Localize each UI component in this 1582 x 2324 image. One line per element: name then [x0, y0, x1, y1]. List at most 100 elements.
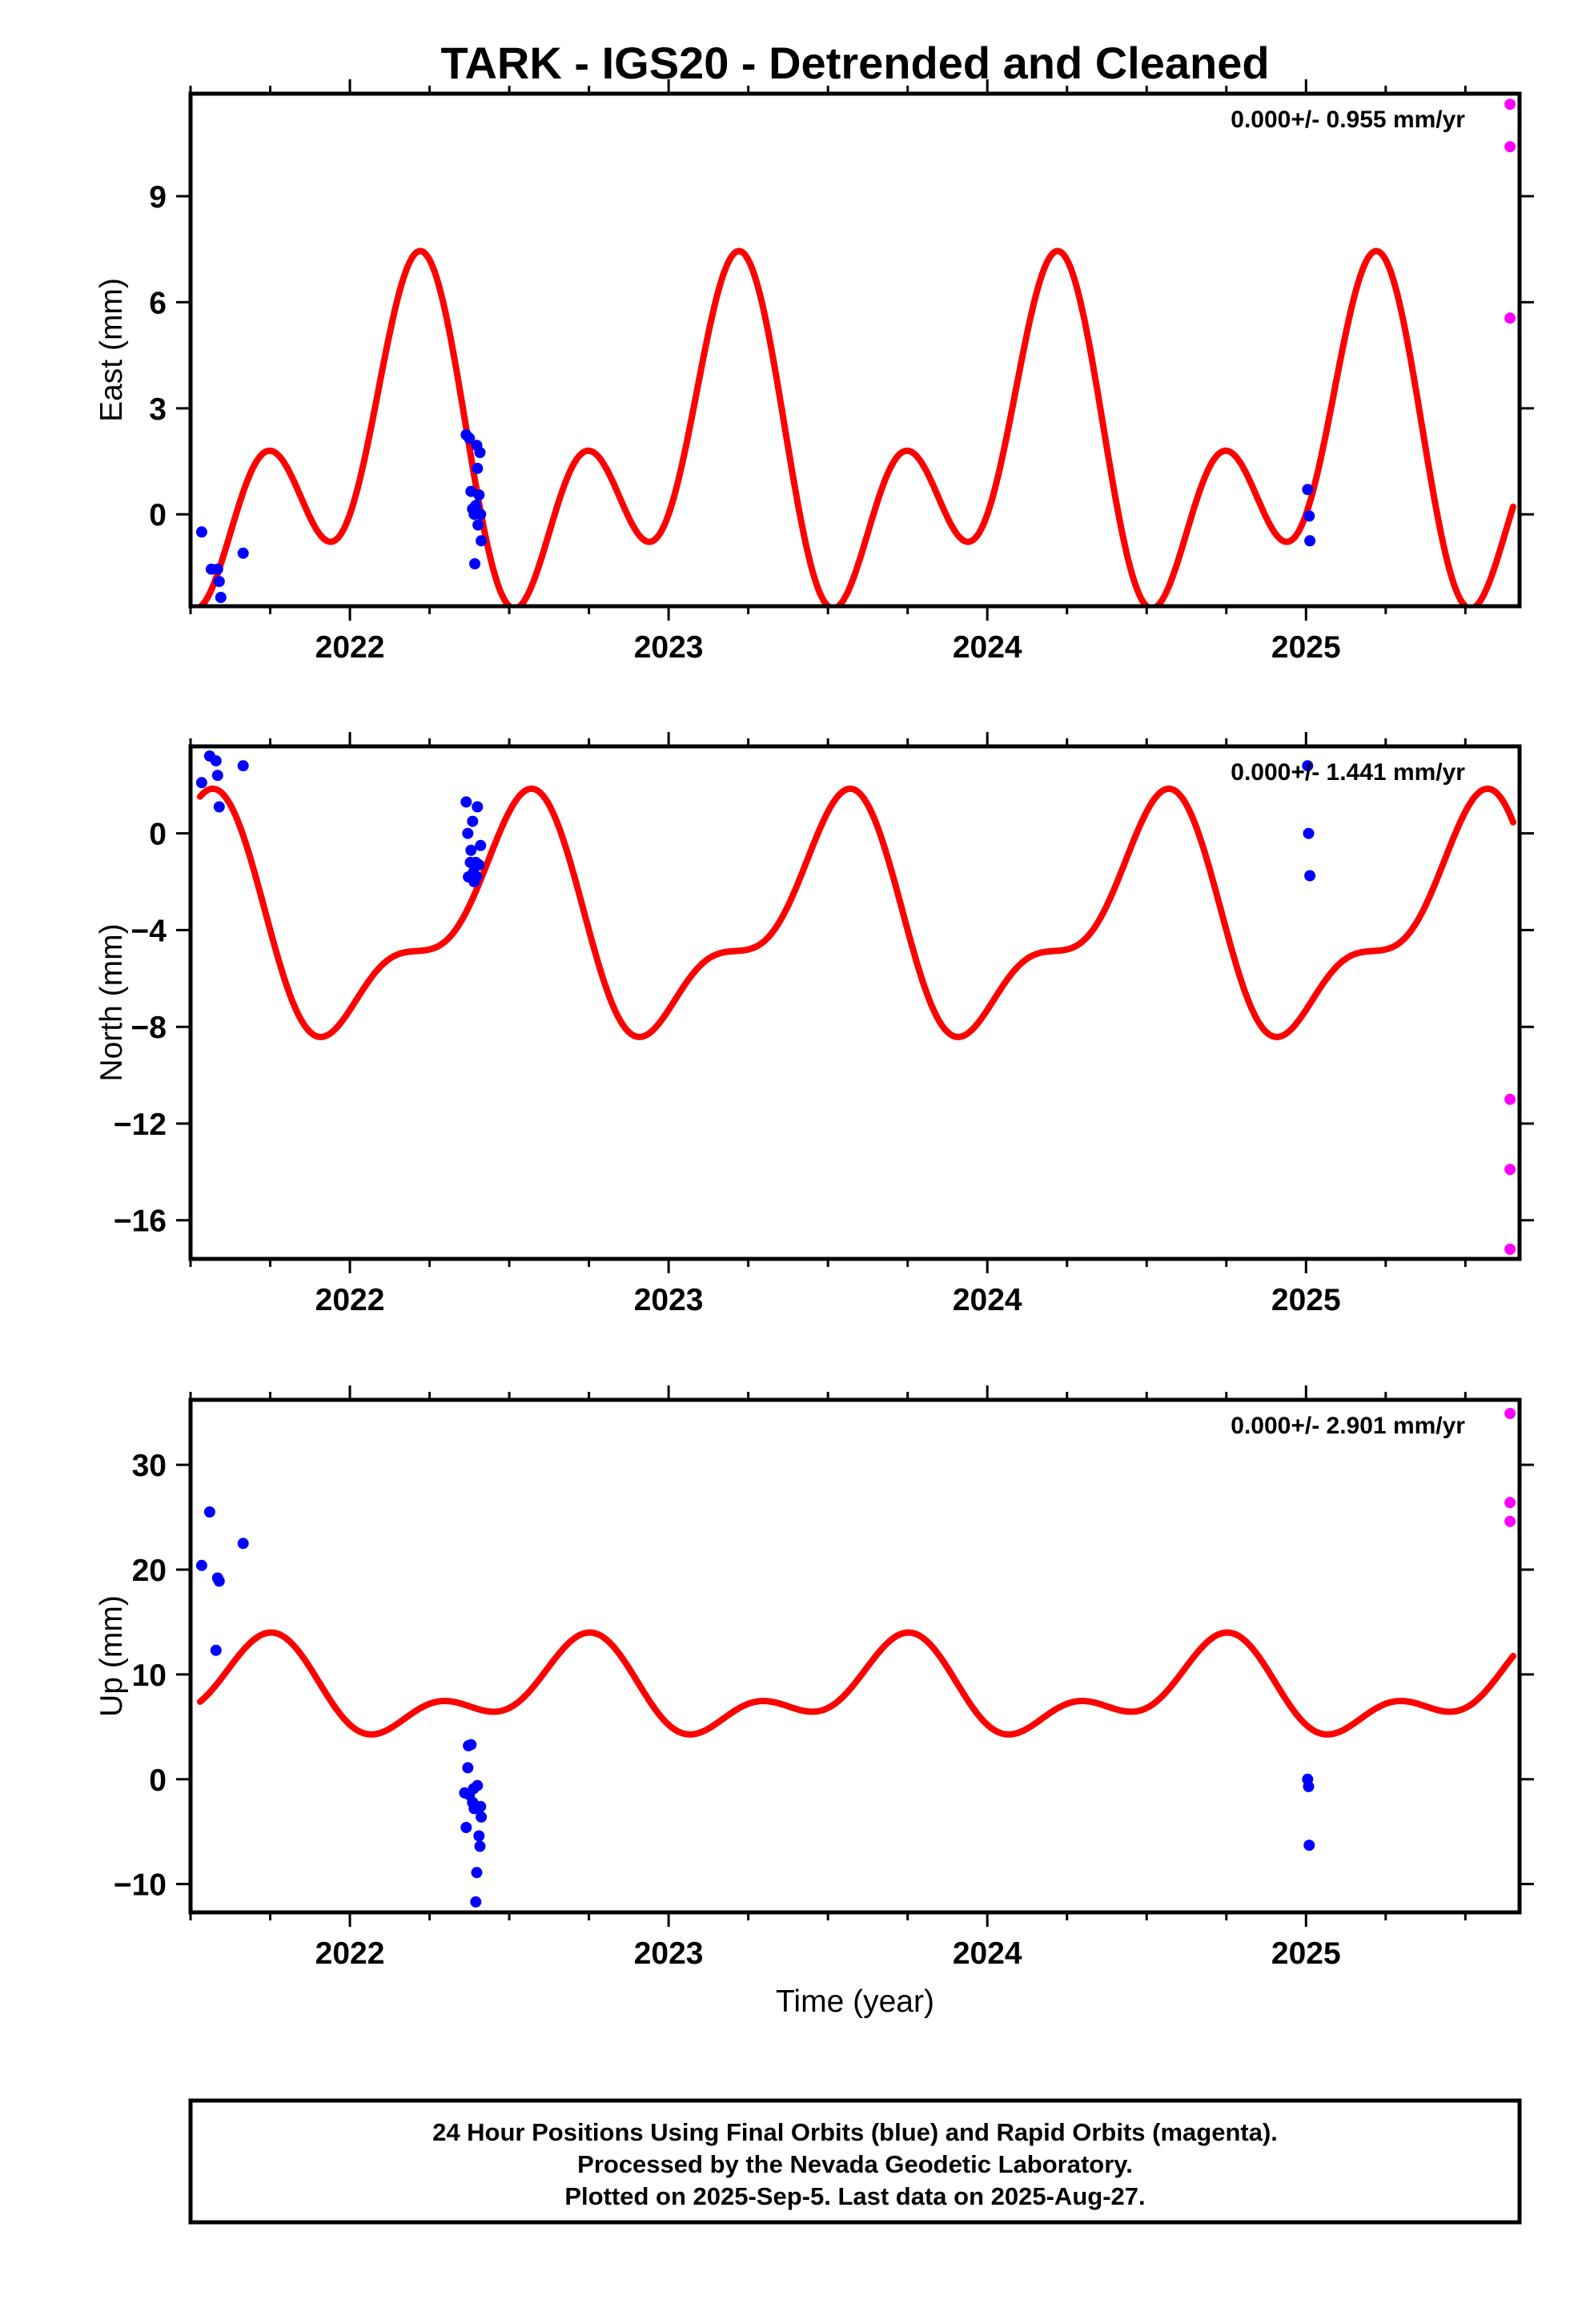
up-final-point-20 — [475, 1800, 487, 1812]
north-y-axis-label: North (mm) — [94, 923, 129, 1081]
up-y-tick-label: 0 — [149, 1763, 167, 1798]
east-x-tick-label: 2022 — [315, 630, 385, 665]
up-x-tick-label: 2025 — [1271, 1936, 1341, 1971]
north-final-point-11 — [467, 815, 479, 827]
east-final-point-5 — [237, 547, 249, 559]
up-final-point-15 — [470, 1896, 482, 1908]
up-final-point-4 — [213, 1575, 225, 1587]
north-y-tick-label: 0 — [149, 818, 167, 852]
up-x-tick-label: 2022 — [315, 1936, 385, 1971]
north-final-point-4 — [213, 801, 225, 813]
footer-line-orbits: 24 Hour Positions Using Final Orbits (bl… — [432, 2118, 1278, 2146]
up-final-point-1 — [203, 1506, 215, 1518]
east-x-tick-label: 2023 — [634, 630, 704, 665]
north-final-point-16 — [472, 801, 484, 813]
figure-title: TARK - IGS20 - Detrended and Cleaned — [440, 38, 1269, 88]
up-rapid-point-0 — [1504, 1408, 1516, 1419]
up-y-axis-label: Up (mm) — [94, 1595, 129, 1717]
east-final-point-17 — [474, 447, 486, 458]
east-final-point-18 — [475, 509, 487, 521]
north-final-point-21 — [1304, 870, 1316, 882]
north-final-point-2 — [210, 755, 222, 767]
east-y-axis-label: East (mm) — [94, 278, 129, 422]
up-final-point-17 — [472, 1779, 484, 1791]
east-rate-label: 0.000+/- 0.955 mm/yr — [1231, 107, 1465, 133]
east-y-tick-label: 0 — [149, 498, 167, 533]
east-final-point-22 — [1304, 535, 1316, 547]
footer-line-processed: Processed by the Nevada Geodetic Laborat… — [577, 2150, 1133, 2178]
east-final-point-3 — [213, 576, 225, 588]
east-final-point-12 — [470, 500, 482, 512]
east-final-point-21 — [1303, 510, 1315, 522]
up-model-curve — [196, 1629, 1516, 1738]
up-rate-label: 0.000+/- 2.901 mm/yr — [1231, 1413, 1465, 1439]
up-panel: 2022 2023 2024 2025 −10 0 10 20 30 Up (mm) 0.000+/… — [94, 1385, 1534, 2019]
east-y-tick-label: 6 — [149, 286, 167, 320]
up-y-tick-label: −10 — [114, 1868, 167, 1903]
east-final-point-19 — [476, 535, 488, 547]
up-y-tick-label: 30 — [132, 1449, 167, 1483]
east-final-point-7 — [464, 432, 476, 444]
east-model-curve — [197, 247, 1516, 606]
east-final-point-16 — [473, 489, 485, 501]
up-plot-frame — [188, 1397, 1522, 1915]
footer-border — [188, 2098, 1522, 2225]
up-final-point-21 — [476, 1811, 488, 1823]
north-model-curve — [196, 785, 1516, 1040]
up-final-point-18 — [473, 1830, 485, 1842]
east-final-point-20 — [1302, 484, 1314, 496]
north-final-point-0 — [195, 777, 207, 789]
up-rapid-point-1 — [1504, 1497, 1516, 1509]
north-y-tick-label: −4 — [131, 914, 167, 948]
east-plot-frame — [188, 91, 1522, 609]
up-x-tick-label: 2024 — [953, 1936, 1022, 1971]
up-final-point-23 — [1303, 1780, 1315, 1792]
north-final-point-7 — [462, 827, 474, 839]
up-final-point-16 — [471, 1867, 483, 1879]
east-y-tick-label: 3 — [149, 392, 167, 427]
north-final-point-3 — [211, 770, 223, 782]
up-y-tick-label: 10 — [132, 1659, 167, 1693]
north-x-tick-label: 2022 — [315, 1283, 385, 1317]
east-final-point-14 — [472, 462, 484, 474]
east-rapid-point-2 — [1504, 312, 1516, 324]
north-x-tick-label: 2025 — [1271, 1283, 1341, 1317]
north-rate-label: 0.000+/- 1.441 mm/yr — [1231, 759, 1465, 786]
north-panel: 2022 2023 2024 2025 0 −4 −8 −12 −16 North (mm) 0.0… — [94, 732, 1534, 1317]
north-y-tick-label: −16 — [114, 1204, 167, 1239]
east-y-tick-label: 9 — [149, 180, 167, 215]
up-x-tick-label: 2023 — [634, 1936, 704, 1971]
up-final-point-8 — [462, 1762, 474, 1774]
east-final-point-2 — [211, 563, 223, 575]
up-final-point-7 — [460, 1822, 472, 1833]
east-final-point-4 — [215, 592, 227, 603]
east-panel: 2022 2023 2024 2025 0 3 6 9 East (mm) 0.000+/- 0.… — [94, 79, 1534, 665]
up-final-point-24 — [1303, 1839, 1315, 1852]
north-x-tick-label: 2023 — [634, 1283, 704, 1317]
east-final-point-11 — [469, 558, 481, 569]
east-rapid-point-0 — [1504, 99, 1516, 111]
north-final-point-18 — [475, 839, 487, 851]
up-y-tick-label: 20 — [132, 1554, 167, 1588]
north-final-point-5 — [237, 760, 249, 772]
up-final-point-11 — [465, 1739, 477, 1751]
north-final-point-17 — [473, 858, 485, 870]
north-rapid-point-1 — [1504, 1164, 1516, 1176]
north-plot-frame — [188, 744, 1522, 1261]
footer-box: 24 Hour Positions Using Final Orbits (bl… — [188, 2098, 1522, 2225]
north-x-tick-label: 2024 — [953, 1283, 1022, 1317]
north-rapid-point-0 — [1504, 1093, 1516, 1105]
up-final-point-0 — [195, 1559, 207, 1571]
north-final-point-6 — [460, 796, 472, 808]
up-final-point-19 — [474, 1840, 486, 1852]
up-rapid-point-2 — [1504, 1515, 1516, 1527]
up-x-axis-label: Time (year) — [776, 1984, 934, 2019]
north-y-tick-label: −8 — [131, 1011, 167, 1045]
north-y-tick-label: −12 — [114, 1108, 167, 1142]
up-final-point-5 — [237, 1538, 249, 1550]
east-x-tick-label: 2024 — [953, 630, 1022, 665]
north-final-point-15 — [471, 871, 483, 883]
east-rapid-point-1 — [1504, 141, 1516, 153]
north-final-point-19 — [1302, 760, 1314, 772]
